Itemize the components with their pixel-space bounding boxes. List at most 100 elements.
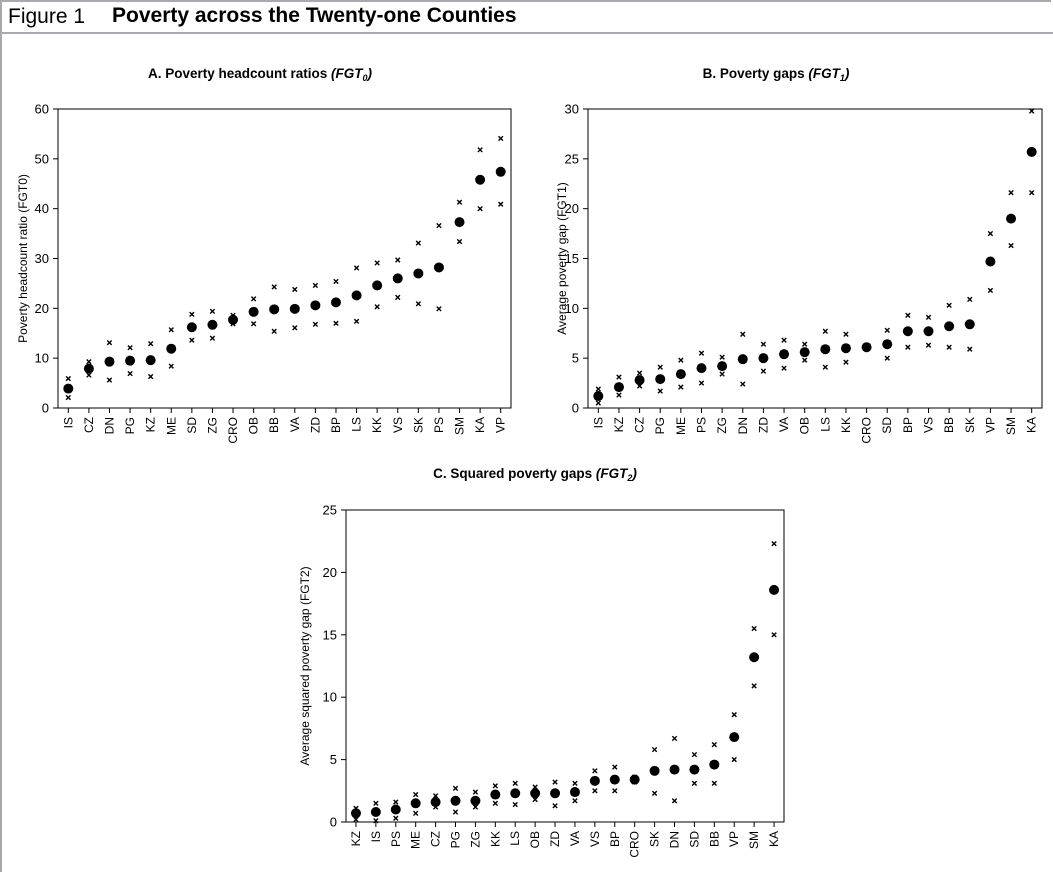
x-category-label: KA <box>767 831 781 847</box>
x-category-label: SK <box>963 417 977 433</box>
x-category-label: VP <box>494 417 508 433</box>
marker-stroke <box>472 804 479 810</box>
y-tick-label: 5 <box>572 351 579 366</box>
upper-bound-marker <box>691 751 698 758</box>
y-tick-label: 40 <box>35 201 49 216</box>
lower-bound-marker <box>395 294 401 301</box>
upper-bound-marker <box>863 342 870 348</box>
marker-stroke <box>925 342 932 348</box>
lower-bound-marker <box>86 372 92 378</box>
x-category-label: LS <box>350 417 364 432</box>
marker-stroke <box>616 374 622 380</box>
chart-title-paren-close: ) <box>630 466 637 481</box>
marker-stroke <box>292 325 298 331</box>
estimate-point <box>550 788 561 799</box>
lower-bound-marker <box>353 318 360 324</box>
x-category-label: SM <box>1004 417 1018 435</box>
marker-stroke <box>612 788 618 794</box>
marker-stroke <box>781 337 787 343</box>
lower-bound-marker <box>691 780 698 787</box>
x-category-label: SD <box>687 831 701 848</box>
upper-bound-marker <box>1008 190 1014 196</box>
x-category-label: VA <box>288 417 302 432</box>
lower-bound-marker <box>393 815 399 821</box>
upper-bound-marker <box>492 783 499 789</box>
upper-bound-marker <box>415 240 422 246</box>
estimate-point <box>370 807 381 818</box>
marker-stroke <box>967 346 973 352</box>
marker-stroke <box>412 791 419 798</box>
estimate-point <box>820 344 831 355</box>
marker-stroke <box>65 375 71 382</box>
upper-bound-marker <box>612 764 618 770</box>
upper-bound-marker <box>698 350 705 356</box>
x-category-label: SM <box>747 831 761 849</box>
upper-bound-marker <box>711 741 718 748</box>
estimate-point <box>729 732 740 743</box>
lower-bound-marker <box>631 779 638 785</box>
marker-stroke <box>698 350 705 356</box>
marker-stroke <box>657 364 663 370</box>
marker-stroke <box>353 318 360 324</box>
marker-stroke <box>843 331 849 337</box>
marker-stroke <box>512 780 518 787</box>
estimate-point <box>248 306 259 317</box>
chart-title-paren-open: ( <box>596 466 602 481</box>
marker-stroke <box>415 240 422 246</box>
lower-bound-marker <box>456 238 463 245</box>
upper-bound-marker <box>292 286 298 293</box>
estimate-point <box>413 268 424 279</box>
upper-bound-marker <box>552 779 558 785</box>
marker-stroke <box>106 377 113 383</box>
y-tick-label: 0 <box>330 815 337 830</box>
estimate-point <box>749 652 760 663</box>
marker-stroke <box>987 287 994 294</box>
marker-stroke <box>395 294 401 301</box>
chart-panel-c: C. Squared poverty gaps (FGT2) 0 5 10 15 20 25… <box>298 466 785 858</box>
estimate-point <box>589 775 600 786</box>
x-category-label: BP <box>901 417 915 433</box>
estimate-point <box>454 217 465 228</box>
chart-title-index-text: FGT <box>336 66 365 81</box>
upper-bound-marker <box>946 302 952 309</box>
y-tick-label: 15 <box>565 251 579 266</box>
marker-stroke <box>884 355 890 361</box>
marker-stroke <box>492 783 499 789</box>
lower-bound-marker <box>636 383 643 389</box>
upper-bound-marker <box>436 222 442 229</box>
marker-stroke <box>456 238 463 245</box>
marker-stroke <box>925 314 932 320</box>
estimate-point <box>669 764 680 775</box>
lower-bound-marker <box>65 394 71 401</box>
estimate-point <box>510 788 521 799</box>
y-tick-label: 10 <box>565 301 579 316</box>
marker-stroke <box>731 756 737 763</box>
x-category-label: ZG <box>468 831 482 848</box>
x-category-label: PS <box>432 417 446 433</box>
x-category-label: ME <box>409 831 423 849</box>
y-tick-label: 0 <box>572 401 579 416</box>
lower-bound-marker <box>353 816 359 823</box>
marker-stroke <box>477 147 483 153</box>
lower-bound-marker <box>1008 242 1014 249</box>
lower-bound-marker <box>671 798 678 804</box>
marker-stroke <box>592 768 598 774</box>
chart-title: C. Squared poverty gaps (FGT2) <box>433 466 637 483</box>
lower-bound-marker <box>374 304 380 310</box>
x-category-label: LS <box>508 831 522 846</box>
y-tick-label: 60 <box>35 102 49 117</box>
lower-bound-marker <box>250 321 257 327</box>
x-category-label: CRO <box>226 417 240 444</box>
marker-stroke <box>967 296 973 303</box>
lower-bound-marker <box>230 321 236 327</box>
upper-bound-marker <box>925 314 932 320</box>
lower-bound-marker <box>678 384 684 390</box>
x-category-label: LS <box>818 417 832 432</box>
x-category-label: CZ <box>429 831 443 847</box>
upper-bound-marker <box>472 789 479 795</box>
upper-bound-marker <box>781 337 787 343</box>
marker-stroke <box>147 373 154 380</box>
lower-bound-marker <box>592 788 598 794</box>
chart-title-subscript: 1 <box>840 73 845 83</box>
